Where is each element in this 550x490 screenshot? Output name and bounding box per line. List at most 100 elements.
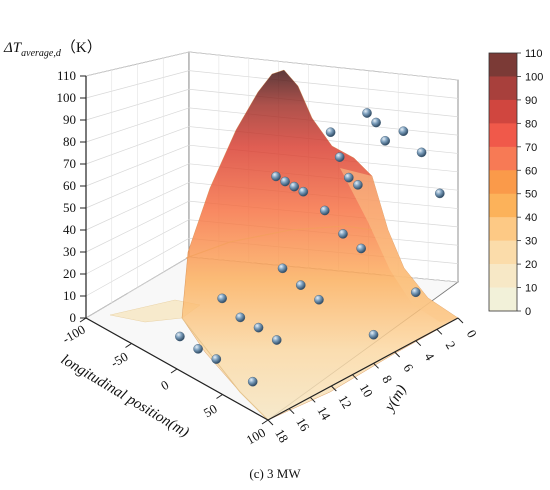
y-tick-mark bbox=[436, 328, 443, 335]
measured-point bbox=[434, 188, 445, 199]
colorbar-label: 20 bbox=[525, 259, 537, 271]
grid-line bbox=[188, 51, 459, 81]
measured-point bbox=[416, 147, 427, 158]
z-tick-label: 60 bbox=[63, 178, 76, 193]
colorbar-label: 90 bbox=[525, 95, 537, 107]
colorbar-band bbox=[489, 170, 517, 195]
measured-point bbox=[289, 181, 300, 192]
measured-point bbox=[380, 135, 391, 146]
measured-point bbox=[277, 263, 288, 274]
temperature-surface bbox=[109, 69, 459, 421]
measured-point bbox=[353, 180, 363, 190]
measured-point bbox=[371, 117, 381, 128]
x-tick-label: 50 bbox=[201, 401, 220, 420]
measured-point bbox=[235, 312, 246, 323]
x-tick-label: 0 bbox=[158, 377, 171, 393]
measured-points bbox=[175, 108, 445, 387]
y-tick-label: 2 bbox=[443, 339, 459, 352]
y-tick-mark bbox=[373, 362, 379, 369]
measured-point bbox=[334, 152, 345, 162]
surface-right-ridge bbox=[340, 168, 458, 322]
measured-point bbox=[398, 126, 409, 136]
z-tick-label: 80 bbox=[63, 134, 76, 149]
z-tick-label: 50 bbox=[63, 200, 76, 215]
x-tick-mark bbox=[79, 317, 87, 323]
colorbar-label: 100 bbox=[525, 71, 543, 83]
measured-point bbox=[280, 176, 290, 187]
y-tick-label: 6 bbox=[400, 361, 416, 375]
colorbar-band bbox=[489, 264, 517, 288]
colorbar-band bbox=[489, 76, 517, 101]
y-tick-mark bbox=[352, 374, 358, 381]
colorbar-label: 50 bbox=[525, 189, 537, 201]
y-tick-mark bbox=[394, 351, 401, 358]
surface-fold bbox=[185, 225, 373, 259]
y-tick-mark bbox=[415, 340, 422, 347]
colorbar-band bbox=[489, 99, 517, 124]
colorbar-band bbox=[489, 146, 517, 171]
measured-point bbox=[247, 376, 258, 387]
colorbar-label: 10 bbox=[525, 283, 537, 295]
colorbar-label: 70 bbox=[525, 142, 537, 154]
colorbar-label: 80 bbox=[525, 118, 537, 130]
x-tick-mark bbox=[170, 368, 178, 374]
y-tick-label: 14 bbox=[314, 404, 334, 423]
y-tick-mark bbox=[330, 385, 337, 392]
y-tick-label: 0 bbox=[464, 327, 480, 340]
colorbar-band bbox=[489, 193, 517, 218]
y-tick-mark bbox=[309, 396, 316, 403]
colorbar-label: 40 bbox=[525, 212, 537, 224]
surface-main bbox=[181, 69, 459, 421]
measured-point bbox=[343, 172, 354, 183]
x-tick-mark bbox=[216, 394, 223, 399]
y-tick-label: 4 bbox=[422, 350, 438, 364]
measured-point bbox=[338, 229, 348, 239]
measured-point bbox=[217, 293, 227, 304]
measured-point bbox=[193, 344, 203, 354]
y-tick-label: 10 bbox=[357, 381, 376, 400]
y-axis-title: y(m) bbox=[381, 382, 410, 415]
colorbar-band bbox=[489, 287, 517, 312]
y-tick-label: 12 bbox=[335, 392, 354, 411]
colorbar-band bbox=[489, 240, 517, 265]
y-tick-mark bbox=[267, 419, 274, 426]
measured-point bbox=[298, 186, 309, 197]
measured-point bbox=[356, 243, 366, 254]
measured-point bbox=[271, 335, 282, 345]
z-tick-label: 20 bbox=[63, 266, 76, 281]
measured-point bbox=[253, 322, 264, 333]
z-tick-label: 90 bbox=[63, 112, 76, 127]
measured-point bbox=[271, 171, 281, 182]
measured-point bbox=[368, 329, 379, 340]
colorbar-label: 110 bbox=[525, 48, 543, 60]
colorbar-band bbox=[489, 217, 517, 241]
y-tick-mark bbox=[457, 317, 464, 324]
z-tick-label: 0 bbox=[70, 310, 77, 325]
z-tick-label: 100 bbox=[57, 90, 77, 105]
colorbar-band bbox=[489, 123, 517, 148]
z-tick-label: 110 bbox=[57, 68, 76, 83]
y-axis-line bbox=[267, 317, 459, 421]
z-tick-label: 30 bbox=[63, 244, 76, 259]
x-tick-mark bbox=[125, 343, 132, 348]
z-ticks: 0 10 20 30 40 50 60 70 80 90 100 110 bbox=[57, 68, 86, 325]
x-tick-mark bbox=[261, 419, 269, 425]
colorbar-frame bbox=[488, 52, 518, 312]
grid-line bbox=[188, 107, 459, 136]
measured-point bbox=[211, 354, 222, 364]
colorbar-label: 30 bbox=[525, 236, 537, 248]
measured-point bbox=[325, 127, 336, 137]
z-axis-title: ΔTaverage,d（K） bbox=[3, 39, 102, 59]
x-tick-label: -100 bbox=[60, 322, 88, 347]
x-tick-label: 100 bbox=[244, 425, 268, 448]
surface-front-edge bbox=[181, 317, 269, 421]
caption: (c) 3 MW bbox=[249, 466, 301, 481]
grid-line bbox=[188, 70, 459, 99]
z-tick-label: 40 bbox=[63, 222, 76, 237]
z-tick-label: 70 bbox=[63, 156, 76, 171]
measured-point bbox=[314, 294, 324, 305]
colorbar-label: 60 bbox=[525, 165, 537, 177]
y-tick-label: 18 bbox=[272, 426, 291, 445]
